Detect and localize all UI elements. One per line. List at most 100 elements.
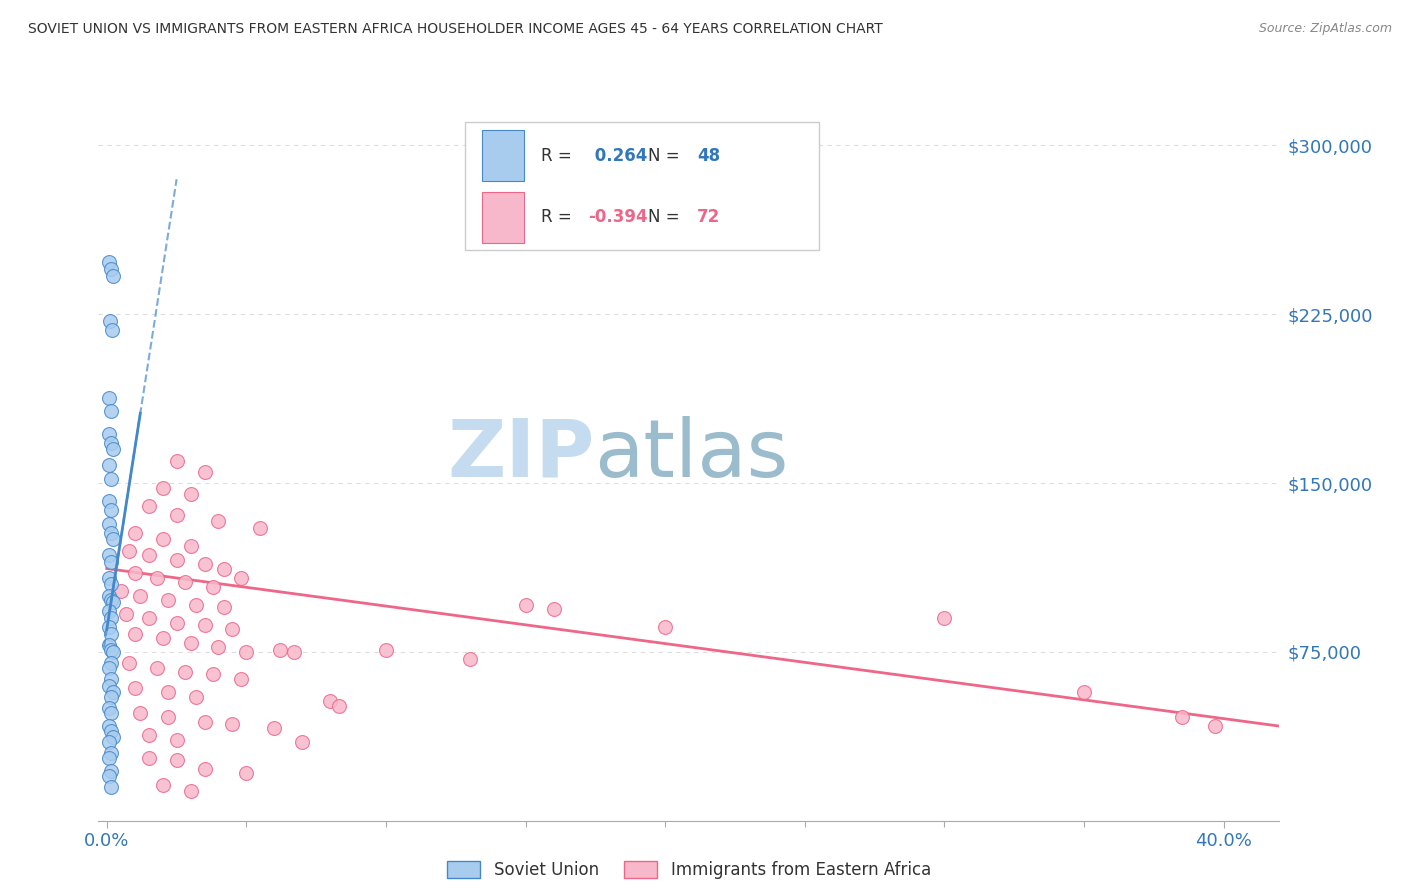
Point: [515, 598, 537, 612]
Point: [212, 599, 235, 614]
Point: [157, 710, 180, 724]
Point: [98, 701, 121, 715]
Point: [98, 735, 121, 749]
Point: [101, 595, 124, 609]
Point: [100, 656, 122, 670]
Point: [654, 620, 676, 634]
Point: [100, 404, 122, 418]
Point: [101, 442, 124, 457]
Point: [375, 642, 398, 657]
Point: [98, 426, 121, 441]
Point: [100, 706, 122, 720]
Point: [235, 645, 257, 659]
Point: [100, 471, 122, 485]
Point: [157, 593, 180, 607]
Point: [101, 685, 124, 699]
Point: [283, 645, 305, 659]
Text: SOVIET UNION VS IMMIGRANTS FROM EASTERN AFRICA HOUSEHOLDER INCOME AGES 45 - 64 Y: SOVIET UNION VS IMMIGRANTS FROM EASTERN …: [28, 22, 883, 37]
Point: [100, 593, 122, 607]
Point: [201, 667, 224, 681]
Point: [100, 672, 122, 686]
Point: [118, 543, 141, 558]
Point: [193, 465, 215, 479]
Point: [152, 778, 174, 792]
Point: [212, 561, 235, 575]
Point: [98, 255, 121, 269]
Text: 0.264: 0.264: [589, 147, 647, 165]
Text: -0.394: -0.394: [589, 208, 648, 227]
Point: [100, 723, 122, 738]
Point: [1073, 685, 1095, 699]
Point: [193, 557, 215, 571]
Point: [100, 555, 122, 569]
Text: Source: ZipAtlas.com: Source: ZipAtlas.com: [1258, 22, 1392, 36]
Point: [1204, 719, 1226, 733]
Y-axis label: Householder Income Ages 45 - 64 years: Householder Income Ages 45 - 64 years: [0, 301, 7, 608]
Point: [180, 487, 202, 501]
Text: N =: N =: [648, 208, 685, 227]
Point: [101, 268, 124, 283]
Point: [101, 645, 124, 659]
Point: [100, 503, 122, 517]
Point: [101, 533, 124, 547]
Point: [152, 632, 174, 646]
Point: [229, 672, 252, 686]
Text: 72: 72: [697, 208, 720, 227]
Point: [221, 717, 243, 731]
Point: [263, 722, 285, 736]
Point: [180, 539, 202, 553]
Point: [100, 611, 122, 625]
Point: [129, 706, 152, 720]
Point: [98, 750, 121, 764]
Point: [98, 516, 121, 531]
Point: [269, 642, 291, 657]
Point: [118, 656, 141, 670]
Point: [101, 731, 124, 745]
Text: R =: R =: [541, 208, 578, 227]
Point: [98, 458, 121, 472]
Legend: Soviet Union, Immigrants from Eastern Africa: Soviet Union, Immigrants from Eastern Af…: [440, 854, 938, 886]
Point: [138, 548, 160, 562]
Point: [138, 728, 160, 742]
Point: [98, 571, 121, 585]
Point: [193, 714, 215, 729]
Point: [152, 533, 174, 547]
Point: [98, 391, 121, 405]
Point: [101, 323, 124, 337]
Point: [138, 499, 160, 513]
Point: [174, 575, 197, 590]
Point: [98, 314, 121, 328]
Point: [98, 769, 121, 783]
FancyBboxPatch shape: [482, 192, 523, 243]
Point: [124, 681, 146, 695]
Point: [100, 746, 122, 760]
Point: [100, 262, 122, 277]
Point: [100, 780, 122, 794]
Point: [207, 640, 229, 655]
Point: [166, 753, 188, 767]
Point: [157, 685, 180, 699]
Point: [193, 762, 215, 776]
Point: [129, 589, 152, 603]
Point: [98, 719, 121, 733]
FancyBboxPatch shape: [482, 130, 523, 181]
Point: [235, 766, 257, 780]
Point: [166, 552, 188, 566]
Point: [319, 694, 342, 708]
FancyBboxPatch shape: [464, 122, 818, 250]
Text: N =: N =: [648, 147, 685, 165]
Point: [166, 508, 188, 522]
Point: [124, 525, 146, 540]
Point: [543, 602, 565, 616]
Point: [98, 494, 121, 508]
Point: [186, 690, 208, 704]
Point: [201, 580, 224, 594]
Point: [98, 660, 121, 674]
Point: [458, 651, 481, 665]
Point: [100, 435, 122, 450]
Point: [100, 627, 122, 641]
Point: [180, 636, 202, 650]
Point: [221, 623, 243, 637]
Point: [124, 627, 146, 641]
Point: [98, 604, 121, 618]
